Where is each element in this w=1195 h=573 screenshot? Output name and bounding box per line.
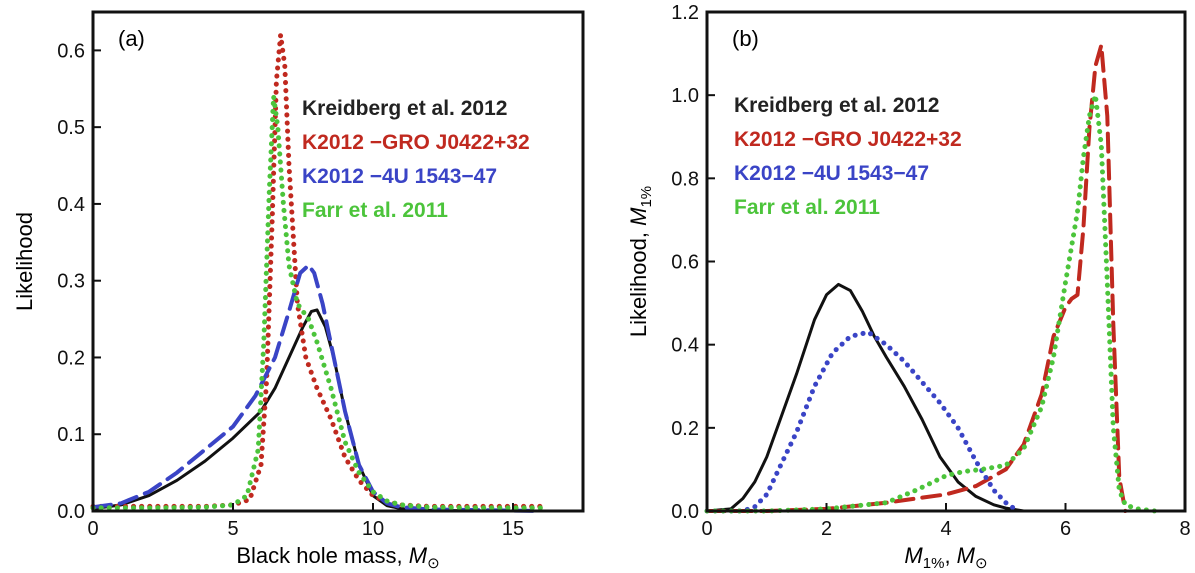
x-tick-label-a-1: 5 [227, 518, 238, 540]
x-axis-label-a: Black hole mass, M⊙ [236, 543, 439, 572]
legend-entry-a-3: Farr et al. 2011 [302, 199, 448, 222]
legend-entry-a-2: K2012 −4U 1543−47 [302, 165, 497, 188]
legend-entry-b-2: K2012 −4U 1543−47 [734, 162, 929, 185]
y-tick-label-a-4: 0.4 [57, 194, 85, 216]
y-axis-label-b-sub: 1% [638, 186, 655, 208]
x-axis-label-a-text: Black hole mass, [236, 543, 408, 568]
chart-a: 0 5 10 15 0.0 0.1 0.2 0.3 0.4 0.5 0.6 (a) Kreidber… [12, 10, 585, 572]
y-tick-label-b-5: 1.0 [671, 85, 699, 107]
x-axis-label-b-unit-sub: ⊙ [975, 555, 988, 572]
x-axis-label-b-sub: 1% [923, 555, 945, 572]
x-tick-label-a-0: 0 [87, 518, 98, 540]
y-tick-label-b-6: 1.2 [671, 2, 699, 24]
y-tick-label-a-2: 0.2 [57, 347, 85, 369]
panel-label-b: (b) [732, 26, 759, 51]
y-tick-label-b-0: 0.0 [671, 501, 699, 523]
y-tick-label-a-5: 0.5 [57, 117, 85, 139]
y-tick-label-b-1: 0.2 [671, 418, 699, 440]
y-axis-label-a: Likelihood [12, 212, 37, 311]
x-tick-label-b-3: 6 [1060, 518, 1071, 540]
series-line-b-2 [704, 329, 1021, 514]
plot-frame-a [91, 10, 585, 513]
y-axis-label-a-text: Likelihood [12, 212, 37, 311]
series-line-b-0 [705, 282, 1026, 513]
plot-frame-b [705, 10, 1187, 513]
y-tick-label-a-0: 0.0 [57, 501, 85, 523]
x-tick-label-b-1: 2 [821, 518, 832, 540]
y-tick-label-b-4: 0.8 [671, 168, 699, 190]
x-tick-label-b-0: 0 [701, 518, 712, 540]
x-tick-label-b-4: 8 [1179, 518, 1190, 540]
x-axis-label-b: M1%, M⊙ [904, 543, 987, 572]
x-axis-label-b-symbol: M [904, 543, 923, 568]
y-tick-label-a-1: 0.1 [57, 424, 85, 446]
legend-entry-b-1: K2012 −GRO J0422+32 [734, 128, 962, 151]
legend-entry-a-0: Kreidberg et al. 2012 [302, 97, 507, 120]
y-tick-label-a-3: 0.3 [57, 271, 85, 293]
x-tick-label-a-3: 15 [502, 518, 524, 540]
x-tick-label-a-2: 10 [362, 518, 384, 540]
legend-entry-b-3: Farr et al. 2011 [734, 196, 880, 219]
series-line-a-1 [90, 32, 544, 509]
panel-label-a: (a) [118, 26, 145, 51]
y-tick-label-b-3: 0.6 [671, 252, 699, 274]
y-axis-label-b-symbol: M [626, 207, 651, 226]
series-line-b-3 [704, 92, 1158, 514]
y-tick-label-a-6: 0.6 [57, 40, 85, 62]
chart-b: 0 2 4 6 8 0.0 0.2 0.4 0.6 0.8 1.0 1.2 (b) Kreidberg… [626, 2, 1191, 572]
series-line-a-3 [90, 93, 544, 511]
y-axis-label-b: Likelihood, M1% [626, 186, 655, 337]
legend-entry-a-1: K2012 −GRO J0422+32 [302, 131, 530, 154]
x-axis-label-b-text: , [944, 543, 956, 568]
x-axis-label-a-symbol: M [409, 543, 428, 568]
legend-entry-b-0: Kreidberg et al. 2012 [734, 94, 939, 117]
y-tick-label-b-2: 0.4 [671, 335, 699, 357]
x-axis-label-b-unit-symbol: M [957, 543, 976, 568]
x-axis-label-a-sub: ⊙ [427, 555, 440, 572]
y-axis-label-b-text: Likelihood, [626, 226, 651, 337]
x-tick-label-b-2: 4 [940, 518, 951, 540]
